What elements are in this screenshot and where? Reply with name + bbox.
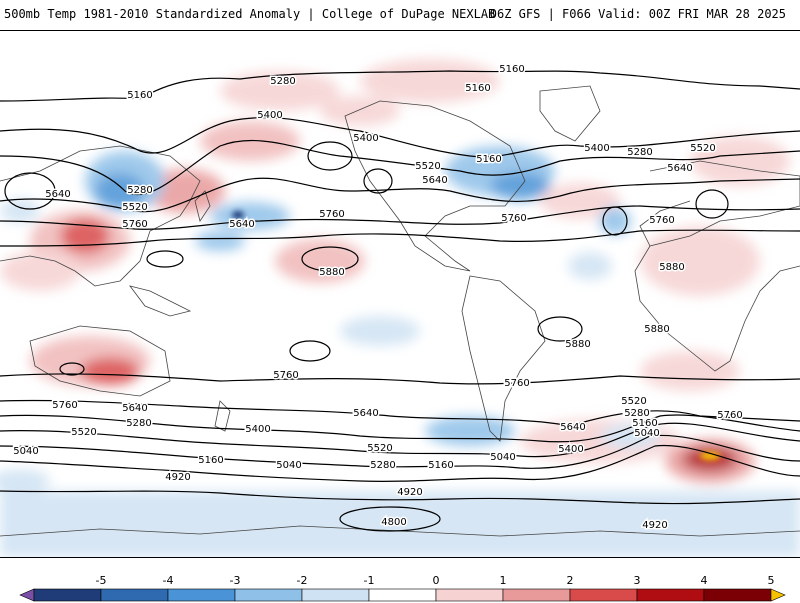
legend-swatch xyxy=(703,588,772,602)
contour-label: 5880 xyxy=(659,262,684,273)
contour-label: 5160 xyxy=(476,154,501,165)
contour-label: 5760 xyxy=(319,209,344,220)
contour-label: 5160 xyxy=(428,460,453,471)
contour-label: 5400 xyxy=(558,444,583,455)
anomaly-legend: -5 -4 -3 -2 -1 0 1 2 3 4 5 xyxy=(0,562,800,602)
legend-tick-label: 1 xyxy=(499,574,507,587)
legend-tick-label: -4 xyxy=(162,574,174,587)
legend-tick-label: -5 xyxy=(95,574,107,587)
map-canvas: 5160528051605160540054005520564051605280… xyxy=(0,59,800,557)
legend-swatch xyxy=(368,588,437,602)
contour-label: 5400 xyxy=(353,133,378,144)
contour-label: 5160 xyxy=(127,90,152,101)
contour-label: 5760 xyxy=(501,213,526,224)
contour-label: 5520 xyxy=(690,143,715,154)
contour-label: 5760 xyxy=(273,370,298,381)
contour-label: 5160 xyxy=(198,455,223,466)
contour-label: 5040 xyxy=(13,446,38,457)
contour-label: 5520 xyxy=(122,202,147,213)
contour-label: 5280 xyxy=(126,418,151,429)
contour-label: 5040 xyxy=(276,460,301,471)
contour-label: 4920 xyxy=(397,487,422,498)
contour-label: 5400 xyxy=(584,143,609,154)
contour-label: 5400 xyxy=(623,408,648,419)
contour-label: 5040 xyxy=(634,428,659,439)
contour-label: 5640 xyxy=(667,163,692,174)
legend-tick-label: -2 xyxy=(296,574,308,587)
contour-label: 5880 xyxy=(644,324,669,335)
legend-swatch xyxy=(301,588,370,602)
contour-label: 5880 xyxy=(319,267,344,278)
legend-tick-label: 5 xyxy=(767,574,775,587)
contour-label: 5520 xyxy=(367,443,392,454)
contour-label: 5400 xyxy=(257,110,282,121)
legend-tick-label: -1 xyxy=(363,574,375,587)
legend-swatch xyxy=(33,588,102,602)
height-contours xyxy=(0,70,800,532)
legend-tick-label: 0 xyxy=(432,574,440,587)
contour-label: 5640 xyxy=(45,189,70,200)
contour-label: 5280 xyxy=(370,460,395,471)
contour-label: 5280 xyxy=(270,76,295,87)
contour-label: 5280 xyxy=(127,185,152,196)
model-run-info: 06Z GFS | F066 Valid: 00Z FRI MAR 28 202… xyxy=(489,7,786,21)
contour-label: 5760 xyxy=(52,400,77,411)
contour-label: 5640 xyxy=(122,403,147,414)
contour-labels: 5160528051605160540054005520564051605280… xyxy=(12,63,744,533)
contour-label: 5880 xyxy=(565,339,590,350)
contour-label: 5640 xyxy=(560,422,585,433)
legend-swatch xyxy=(234,588,303,602)
anomaly-shading xyxy=(0,59,800,557)
contour-label: 5520 xyxy=(415,161,440,172)
legend-tick-label: 3 xyxy=(633,574,641,587)
legend-tick-label: 4 xyxy=(700,574,708,587)
contour-label: 4800 xyxy=(381,517,406,528)
contour-label: 5760 xyxy=(717,410,742,421)
contour-label: 5160 xyxy=(499,64,524,75)
contour-label: 5760 xyxy=(649,215,674,226)
legend-tick-label: 2 xyxy=(566,574,574,587)
contour-label: 5520 xyxy=(621,396,646,407)
contour-label: 4920 xyxy=(165,472,190,483)
header-bar: 500mb Temp 1981-2010 Standardized Anomal… xyxy=(0,0,800,30)
contour-label: 5400 xyxy=(245,424,270,435)
contour-label: 5160 xyxy=(465,83,490,94)
legend-colorbar xyxy=(19,588,786,602)
contour-label: 5520 xyxy=(71,427,96,438)
legend-tick-label: -3 xyxy=(229,574,241,587)
legend-arrow-low xyxy=(19,588,35,602)
contour-label: 5280 xyxy=(627,147,652,158)
contour-label: 5280 xyxy=(624,408,649,419)
contour-label: 5760 xyxy=(122,219,147,230)
legend-swatch xyxy=(636,588,705,602)
legend-arrow-high xyxy=(770,588,786,602)
contour-label: 5640 xyxy=(422,175,447,186)
anomaly-map: 5160 5280 5160 5160 5400 5400 5520 5640 5160 5280… xyxy=(0,30,800,558)
contour-label: 5640 xyxy=(229,219,254,230)
legend-swatch xyxy=(569,588,638,602)
contour-label: 5160 xyxy=(632,418,657,429)
contour-label: 5640 xyxy=(353,408,378,419)
legend-swatch xyxy=(435,588,504,602)
legend-swatch xyxy=(100,588,169,602)
legend-swatch xyxy=(167,588,236,602)
contour-label: 5040 xyxy=(490,452,515,463)
map-title: 500mb Temp 1981-2010 Standardized Anomal… xyxy=(4,7,496,21)
legend-swatch xyxy=(502,588,571,602)
contour-label: 4920 xyxy=(642,520,667,531)
contour-label: 5760 xyxy=(504,378,529,389)
